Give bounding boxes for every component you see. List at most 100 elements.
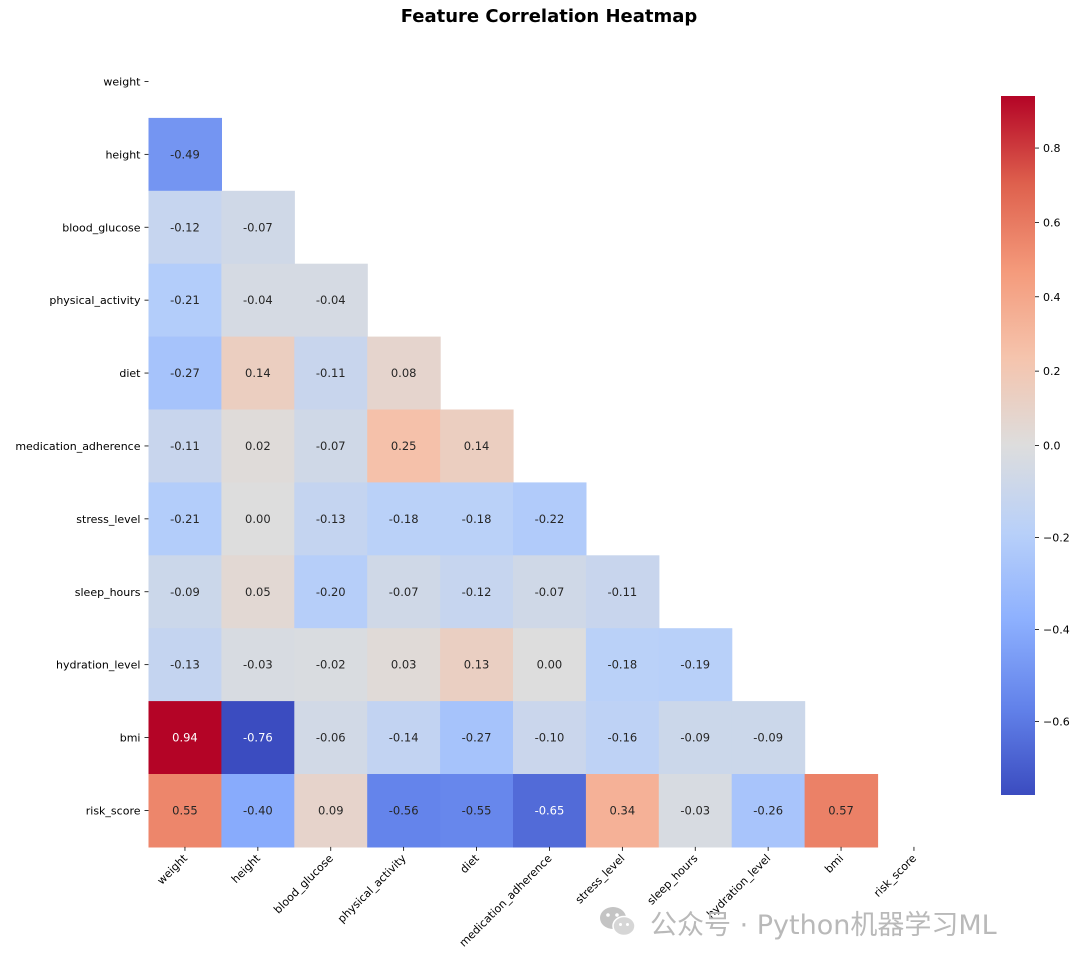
heatmap-cell bbox=[658, 628, 733, 702]
y-tick-label: sleep_hours bbox=[75, 586, 141, 599]
colorbar-tick-label: −0.2 bbox=[1043, 531, 1070, 544]
heatmap-cell bbox=[221, 190, 295, 265]
x-tick-label: blood_glucose bbox=[271, 852, 336, 917]
heatmap-cell bbox=[440, 482, 514, 556]
watermark: 公众号 · Python机器学习ML bbox=[598, 902, 997, 942]
cell-value-label: -0.22 bbox=[535, 512, 565, 526]
cell-value-label: -0.04 bbox=[243, 293, 273, 307]
cell-value-label: -0.18 bbox=[462, 512, 492, 526]
cell-value-label: 0.14 bbox=[245, 366, 271, 380]
cell-value-label: -0.18 bbox=[607, 658, 637, 672]
cell-value-label: 0.03 bbox=[391, 658, 417, 672]
cell-value-label: -0.21 bbox=[170, 512, 200, 526]
heatmap-cell bbox=[221, 555, 295, 629]
heatmap-cell bbox=[513, 555, 587, 629]
cell-value-label: -0.04 bbox=[316, 293, 346, 307]
cell-value-label: -0.27 bbox=[462, 731, 492, 745]
heatmap-cell bbox=[440, 628, 514, 702]
cell-value-label: -0.03 bbox=[243, 658, 273, 672]
heatmap-cell bbox=[731, 701, 806, 775]
heatmap-cell bbox=[367, 409, 441, 483]
heatmap-cell bbox=[221, 409, 295, 483]
heatmap-cell bbox=[367, 336, 441, 411]
cell-value-label: -0.27 bbox=[170, 366, 200, 380]
y-tick-label: stress_level bbox=[76, 513, 140, 526]
y-axis: weight height blood_glucose physical_activi… bbox=[15, 75, 149, 817]
heatmap-cell bbox=[294, 482, 368, 556]
cell-value-label: -0.07 bbox=[316, 439, 346, 453]
colorbar-ticks: 0.8 0.6 0.4 0.2 0.0 −0.2 −0.4 −0.6 bbox=[1035, 142, 1070, 728]
heatmap-cell bbox=[585, 628, 660, 702]
heatmap-cell bbox=[221, 482, 295, 556]
cell-value-label: -0.12 bbox=[170, 220, 200, 234]
cell-value-label: -0.11 bbox=[316, 366, 346, 380]
cell-value-label: 0.09 bbox=[318, 803, 344, 817]
heatmap-cell bbox=[804, 774, 879, 848]
heatmap-cell bbox=[294, 409, 368, 483]
x-tick-label: physical_activity bbox=[335, 851, 409, 925]
x-tick-label: risk_score bbox=[871, 852, 919, 900]
heatmap-cell bbox=[294, 628, 368, 702]
heatmap-cell bbox=[221, 628, 295, 702]
y-tick-label: height bbox=[105, 148, 141, 161]
heatmap-cell bbox=[148, 336, 222, 411]
heatmap-cell bbox=[440, 555, 514, 629]
colorbar: 0.8 0.6 0.4 0.2 0.0 −0.2 −0.4 −0.6 bbox=[1001, 96, 1070, 795]
y-tick-label: bmi bbox=[120, 732, 141, 745]
cell-value-label: -0.65 bbox=[535, 803, 565, 817]
cell-value-label: -0.09 bbox=[680, 731, 710, 745]
heatmap-cell bbox=[148, 555, 222, 629]
cell-value-label: -0.16 bbox=[607, 731, 637, 745]
cell-value-label: -0.21 bbox=[170, 293, 200, 307]
cell-value-label: -0.06 bbox=[316, 731, 346, 745]
cell-value-label: 0.94 bbox=[172, 731, 198, 745]
cell-value-label: 0.00 bbox=[537, 658, 563, 672]
cell-value-label: 0.05 bbox=[245, 585, 271, 599]
watermark-text: 公众号 · Python机器学习ML bbox=[650, 909, 997, 941]
colorbar-tick-label: 0.8 bbox=[1043, 142, 1061, 155]
heatmap-cell bbox=[294, 701, 368, 775]
cell-value-label: 0.13 bbox=[464, 658, 490, 672]
cell-value-label: -0.12 bbox=[462, 585, 492, 599]
colorbar-tick-label: 0.0 bbox=[1043, 440, 1061, 453]
y-tick-label: physical_activity bbox=[49, 294, 141, 307]
chart-title: Feature Correlation Heatmap bbox=[401, 6, 698, 27]
colorbar-tick-label: −0.6 bbox=[1043, 715, 1070, 728]
cell-value-label: -0.18 bbox=[389, 512, 419, 526]
heatmap-cell bbox=[585, 774, 660, 848]
heatmap-cell bbox=[294, 336, 368, 411]
heatmap-cell bbox=[658, 701, 733, 775]
heatmap-cell bbox=[148, 628, 222, 702]
cell-value-label: -0.13 bbox=[170, 658, 200, 672]
heatmap-cell bbox=[294, 555, 368, 629]
cell-value-label: -0.07 bbox=[243, 220, 273, 234]
heatmap-cell bbox=[367, 555, 441, 629]
cell-value-label: -0.55 bbox=[462, 803, 492, 817]
y-tick-label: risk_score bbox=[86, 804, 141, 817]
colorbar-tick-label: 0.2 bbox=[1043, 365, 1061, 378]
cell-value-label: -0.40 bbox=[243, 803, 273, 817]
heatmap-cell bbox=[440, 701, 514, 775]
heatmap-cell bbox=[513, 482, 587, 556]
cell-value-label: 0.55 bbox=[172, 803, 198, 817]
cell-value-label: -0.10 bbox=[535, 731, 565, 745]
heatmap-cell bbox=[513, 701, 587, 775]
heatmap-cell bbox=[440, 774, 514, 848]
cell-value-label: 0.02 bbox=[245, 439, 271, 453]
heatmap-cell bbox=[148, 482, 222, 556]
colorbar-tick-label: −0.4 bbox=[1043, 623, 1070, 636]
heatmap-cell bbox=[148, 190, 222, 265]
cell-value-label: -0.09 bbox=[753, 731, 783, 745]
heatmap-cell bbox=[221, 263, 295, 338]
cell-value-label: -0.02 bbox=[316, 658, 346, 672]
heatmap-cell bbox=[221, 701, 295, 775]
y-tick-label: blood_glucose bbox=[62, 221, 141, 234]
cell-value-label: -0.20 bbox=[316, 585, 346, 599]
cell-value-label: -0.11 bbox=[607, 585, 637, 599]
heatmap-cell bbox=[367, 774, 441, 848]
cell-value-label: -0.13 bbox=[316, 512, 346, 526]
x-tick-label: sleep_hours bbox=[645, 852, 701, 908]
cell-value-label: -0.09 bbox=[170, 585, 200, 599]
heatmap-cell bbox=[440, 409, 514, 483]
